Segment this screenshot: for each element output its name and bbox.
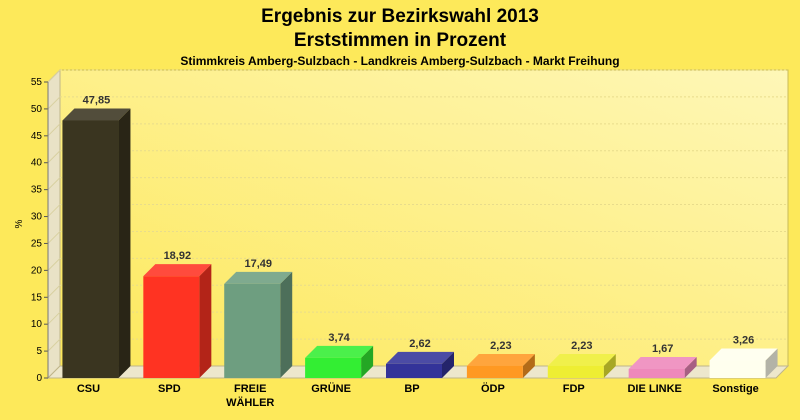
x-tick-label: FREIE: [234, 383, 266, 395]
y-tick-label: 55: [31, 77, 43, 88]
grid-line-side: [47, 258, 61, 271]
y-tick-label: 25: [31, 238, 43, 249]
data-label: 17,49: [244, 258, 272, 270]
x-tick-label: WÄHLER: [226, 396, 274, 409]
bar-side: [522, 353, 535, 378]
x-tick-label: DIE LINKE: [627, 383, 681, 395]
bar: [143, 276, 200, 378]
plot-side-wall: [47, 68, 61, 380]
grid-line-side: [47, 150, 61, 164]
bar-top: [547, 353, 616, 366]
bar-side: [280, 271, 293, 378]
grid-line-side: [47, 204, 61, 217]
x-tick-label: GRÜNE: [311, 382, 351, 395]
grid-line-side: [47, 123, 61, 137]
chart-subtitle: Stimmkreis Amberg-Sulzbach - Landkreis A…: [180, 54, 619, 68]
bar-top: [224, 271, 293, 284]
bar: [466, 365, 523, 378]
bar-side: [765, 348, 778, 378]
data-label: 2,23: [490, 340, 511, 352]
x-tick-label: SPD: [158, 383, 181, 395]
y-tick-label: 10: [31, 319, 43, 330]
y-tick-label: 0: [36, 373, 42, 384]
data-label: 18,92: [164, 250, 192, 262]
x-tick-label: CSU: [77, 383, 100, 395]
bar: [547, 365, 604, 378]
bar-top: [709, 348, 778, 361]
bar-top: [386, 351, 454, 364]
grid-line-side: [47, 338, 61, 352]
y-tick-label: 50: [31, 104, 43, 115]
plot-area: 0 5 10 15 20 25 30 35 40 45 50 55 47,85 CSU 18,92 SPD 17…: [31, 68, 790, 409]
grid-line-side: [47, 284, 61, 298]
bar-side: [684, 357, 697, 378]
grid-line-side: [47, 69, 61, 83]
bar-side: [603, 353, 616, 378]
y-tick-label: 5: [36, 346, 42, 357]
bar-top: [305, 345, 374, 358]
bar-side: [361, 345, 374, 378]
data-label: 1,67: [652, 343, 673, 355]
bar: [224, 283, 281, 378]
bar: [62, 120, 119, 378]
grid-line-side: [47, 177, 61, 190]
data-label: 2,23: [571, 340, 592, 352]
y-tick-label: 30: [31, 212, 43, 223]
x-tick-label: Sonstige: [712, 383, 758, 395]
x-tick-label: ÖDP: [481, 382, 505, 395]
bar-side: [118, 108, 131, 378]
y-tick-label: 35: [31, 185, 43, 196]
data-label: 47,85: [83, 94, 111, 106]
grid-line-side: [47, 231, 61, 244]
y-tick-label: 45: [31, 131, 43, 142]
bar: [709, 360, 766, 378]
bar-top: [143, 264, 212, 277]
bar-top: [466, 353, 535, 366]
chart-title: Ergebnis zur Bezirkswahl 2013: [261, 6, 539, 27]
y-axis-label: %: [14, 219, 25, 228]
bar-side: [199, 264, 212, 378]
grid-line-side: [47, 311, 61, 325]
data-label: 3,26: [733, 334, 754, 346]
data-label: 2,62: [409, 338, 430, 350]
y-tick-label: 40: [31, 158, 43, 169]
chart-title-line2: Erststimmen in Prozent: [294, 30, 507, 51]
y-tick-label: 15: [31, 292, 43, 303]
bar-top: [628, 357, 697, 370]
x-tick-label: FDP: [563, 383, 585, 395]
grid-line-side: [47, 96, 61, 110]
bar-side: [442, 351, 454, 378]
data-label: 3,74: [328, 332, 350, 344]
bar: [628, 369, 685, 378]
bar: [386, 363, 442, 378]
x-tick-label: BP: [404, 383, 419, 395]
y-tick-label: 20: [31, 265, 43, 276]
bar: [305, 357, 362, 378]
bar-top: [62, 108, 131, 121]
